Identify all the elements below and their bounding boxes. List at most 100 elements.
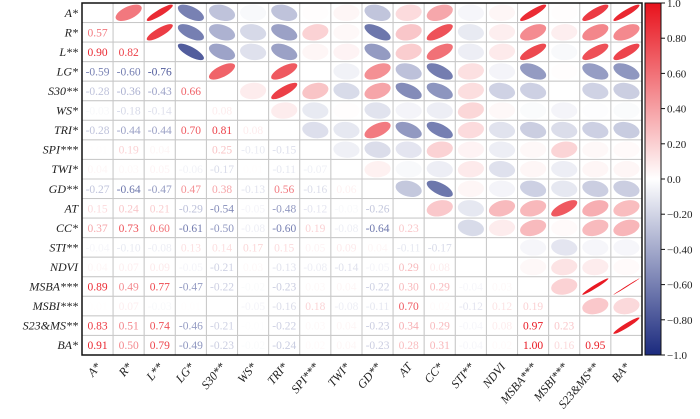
correlation-value: 0.15: [274, 242, 294, 254]
correlation-value: -0.23: [366, 340, 390, 352]
correlation-ellipse: [613, 43, 640, 61]
correlation-value: 0.05: [150, 164, 170, 176]
correlation-ellipse: [551, 161, 578, 178]
y-axis-label: LG*: [56, 64, 78, 78]
correlation-ellipse: [582, 82, 609, 100]
plot-border: [81, 2, 643, 356]
correlation-value: 0.04: [336, 340, 356, 352]
correlation-ellipse: [271, 43, 298, 61]
correlation-ellipse: [177, 43, 204, 61]
y-axis-label: AT: [63, 201, 79, 215]
correlation-ellipse: [551, 141, 578, 158]
correlation-ellipse: [395, 63, 422, 80]
correlation-value: -0.14: [334, 262, 358, 274]
matrix-cell: [579, 315, 612, 336]
correlation-ellipse: [302, 121, 329, 139]
matrix-cell: [268, 119, 301, 141]
colorbar-tick-label: −1.0: [667, 350, 687, 362]
x-axis-label: R*: [115, 360, 135, 380]
correlation-value: 0.01: [181, 301, 201, 313]
correlation-ellipse: [520, 121, 547, 139]
correlation-ellipse: [551, 219, 578, 237]
correlation-value: -0.08: [241, 223, 265, 235]
correlation-ellipse: [271, 24, 298, 41]
correlation-value: 0.08: [243, 125, 263, 137]
correlation-ellipse: [457, 161, 484, 178]
correlation-ellipse: [613, 219, 640, 237]
correlation-ellipse: [395, 102, 422, 119]
colorbar-tick-label: 0.40: [667, 104, 687, 116]
correlation-value: -0.15: [272, 145, 296, 157]
matrix-cell: [548, 295, 581, 317]
correlation-ellipse: [115, 4, 142, 21]
x-axis-label: STI**: [448, 360, 477, 391]
correlation-value: 0.02: [430, 301, 450, 313]
y-axis-label: L**: [58, 45, 78, 59]
y-axis-label: WS*: [56, 104, 78, 118]
correlation-value: 0.82: [119, 47, 139, 59]
correlation-ellipse: [488, 43, 516, 61]
correlation-ellipse: [426, 141, 453, 158]
correlation-value: 0.03: [305, 282, 325, 294]
correlation-value: 0.04: [150, 145, 170, 157]
correlation-ellipse: [613, 297, 640, 315]
correlation-ellipse: [520, 102, 547, 119]
correlation-ellipse: [426, 180, 453, 197]
correlation-value: 0.66: [181, 86, 201, 98]
correlation-value: 0.19: [119, 145, 139, 157]
correlation-ellipse: [613, 278, 640, 295]
correlation-ellipse: [582, 258, 609, 276]
correlation-ellipse: [240, 63, 267, 80]
correlation-value: 0.04: [87, 164, 107, 176]
y-axis-label: TWI*: [51, 162, 78, 176]
correlation-value: 0.01: [87, 301, 107, 313]
correlation-value: -0.26: [366, 203, 390, 215]
correlation-value: 0.07: [119, 262, 139, 274]
correlation-ellipse: [208, 24, 236, 41]
correlation-ellipse: [333, 121, 360, 139]
correlation-ellipse: [457, 24, 484, 41]
correlation-value: -0.04: [459, 321, 483, 333]
correlation-ellipse: [520, 161, 547, 178]
correlation-value: 0.95: [585, 340, 605, 352]
correlation-value: 0.17: [243, 242, 263, 254]
correlation-ellipse: [177, 24, 204, 41]
correlation-ellipse: [488, 161, 516, 178]
correlation-ellipse: [551, 102, 578, 119]
correlation-ellipse: [426, 102, 453, 119]
correlation-value: 0.97: [523, 321, 543, 333]
y-axis-label: CC*: [56, 221, 78, 235]
correlation-ellipse: [302, 43, 329, 61]
correlation-value: -0.04: [86, 242, 110, 254]
x-axis-label: GD**: [354, 360, 384, 391]
correlation-ellipse: [146, 4, 173, 21]
correlation-ellipse: [426, 161, 453, 178]
correlation-ellipse: [488, 4, 516, 21]
correlation-value: -0.03: [86, 106, 110, 118]
correlation-ellipse: [613, 317, 640, 334]
x-axis-label: SPI***: [288, 360, 321, 396]
correlation-ellipse: [333, 4, 360, 21]
correlation-ellipse: [520, 180, 547, 197]
correlation-value: 0.83: [87, 321, 107, 333]
correlation-ellipse: [582, 63, 609, 80]
correlation-ellipse: [582, 24, 609, 41]
colorbar-tick-label: 1.0: [667, 0, 681, 10]
y-axis-label: SPI***: [43, 143, 78, 157]
correlation-value: -0.21: [210, 321, 234, 333]
x-axis-label: LG*: [172, 360, 197, 386]
correlation-ellipse: [426, 43, 453, 61]
correlation-ellipse: [271, 63, 298, 80]
correlation-value: -0.76: [148, 66, 172, 78]
correlation-value: -0.44: [117, 125, 141, 137]
correlation-value: -0.18: [117, 106, 141, 118]
correlation-ellipse: [333, 63, 360, 80]
matrix-cell: [454, 237, 487, 258]
correlation-ellipse: [488, 82, 516, 100]
correlation-value: -0.28: [86, 125, 110, 137]
correlation-ellipse: [146, 24, 173, 41]
correlation-ellipse: [551, 43, 578, 61]
correlation-ellipse: [457, 200, 484, 217]
matrix-cell: [361, 178, 394, 200]
correlation-ellipse: [520, 63, 547, 80]
